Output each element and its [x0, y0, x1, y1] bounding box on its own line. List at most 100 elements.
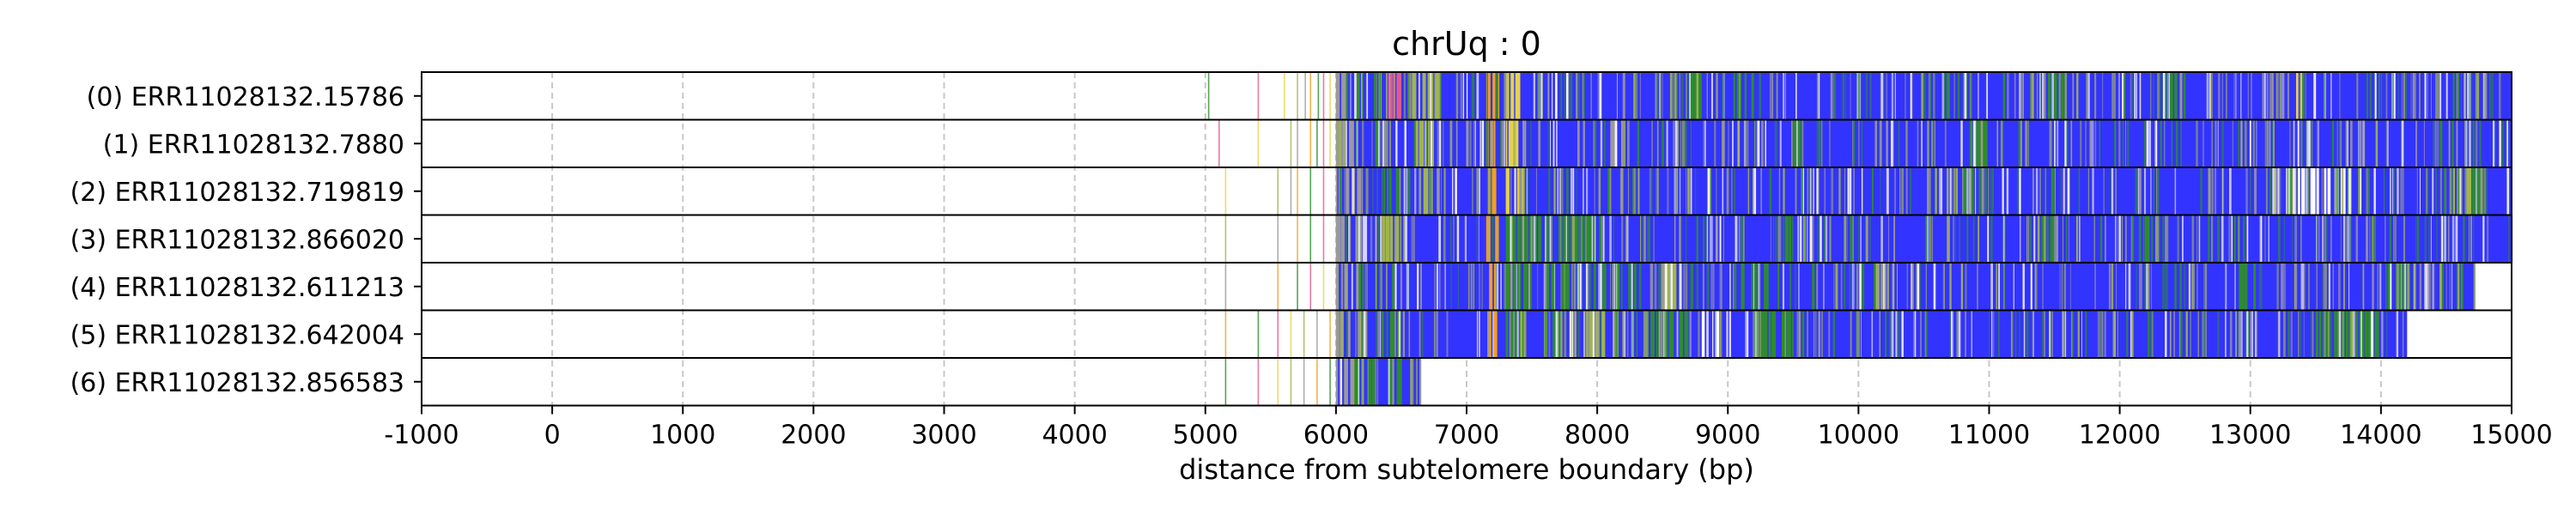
texture-stripe [1367, 167, 1369, 215]
texture-stripe [2402, 119, 2404, 167]
feature-segment [2365, 310, 2368, 358]
texture-stripe [1585, 310, 1588, 358]
texture-stripe [2378, 72, 2380, 120]
y-tick-label: (5) ERR11028132.642004 [70, 320, 404, 350]
texture-stripe [2097, 310, 2099, 358]
sparse-mark [1290, 310, 1292, 358]
texture-stripe [1574, 310, 1576, 358]
texture-stripe [2464, 72, 2466, 120]
texture-stripe [1662, 263, 1666, 311]
texture-stripe [2380, 310, 2383, 358]
texture-stripe [1894, 167, 1897, 215]
texture-stripe [2269, 119, 2271, 167]
texture-stripe [2476, 72, 2479, 120]
texture-stripe [1476, 72, 1479, 120]
texture-stripe [1524, 119, 1527, 167]
texture-stripe [1931, 215, 1934, 263]
texture-stripe [2221, 119, 2224, 167]
texture-stripe [1680, 119, 1682, 167]
texture-stripe [2321, 167, 2323, 215]
feature-segment [1614, 263, 1620, 311]
texture-stripe [1479, 263, 1480, 311]
texture-stripe [1526, 167, 1528, 215]
texture-stripe [1929, 167, 1931, 215]
texture-stripe [2262, 72, 2264, 120]
feature-segment [1487, 72, 1491, 120]
texture-stripe [1601, 215, 1603, 263]
texture-stripe [2486, 215, 2489, 263]
texture-stripe [1736, 215, 1738, 263]
texture-stripe [2044, 72, 2046, 120]
texture-stripe [1600, 119, 1603, 167]
texture-stripe [1862, 167, 1864, 215]
texture-stripe [2076, 215, 2078, 263]
texture-stripe [1666, 119, 1668, 167]
texture-stripe [2386, 310, 2388, 358]
sparse-mark [1317, 72, 1320, 120]
texture-stripe [1674, 119, 1678, 167]
feature-segment [1389, 215, 1394, 263]
texture-stripe [2111, 167, 2114, 215]
texture-stripe [2341, 310, 2343, 358]
texture-stripe [1947, 215, 1950, 263]
texture-stripe [1354, 72, 1357, 120]
sparse-mark [1297, 215, 1298, 263]
texture-stripe [2085, 310, 2087, 358]
texture-stripe [1801, 119, 1804, 167]
texture-stripe [2156, 167, 2158, 215]
texture-stripe [1850, 72, 1851, 120]
texture-stripe [1707, 167, 1709, 215]
texture-stripe [1417, 263, 1419, 311]
texture-stripe [2499, 119, 2501, 167]
texture-stripe [1734, 263, 1737, 311]
texture-stripe [1707, 167, 1710, 215]
texture-stripe [1377, 215, 1379, 263]
texture-stripe [1782, 310, 1785, 358]
texture-stripe [1548, 310, 1551, 358]
feature-segment [1358, 215, 1363, 263]
sparse-mark [1309, 263, 1312, 311]
texture-stripe [2366, 215, 2368, 263]
texture-stripe [1399, 310, 1401, 358]
texture-stripe [1739, 72, 1741, 120]
texture-stripe [1489, 167, 1491, 215]
x-tick-label: 9000 [1695, 421, 1760, 451]
texture-stripe [1981, 167, 1984, 215]
texture-stripe [2447, 215, 2450, 263]
feature-segment [1412, 72, 1417, 120]
texture-stripe [2260, 263, 2263, 311]
feature-segment [1493, 119, 1496, 167]
texture-stripe [2387, 119, 2389, 167]
texture-stripe [1943, 263, 1945, 311]
texture-stripe [1872, 167, 1874, 215]
texture-stripe [2439, 167, 2442, 215]
texture-stripe [1604, 215, 1606, 263]
texture-stripe [1722, 119, 1725, 167]
texture-stripe [1986, 72, 1988, 120]
sparse-mark [1316, 358, 1318, 406]
texture-stripe [1895, 310, 1898, 358]
texture-stripe [1906, 263, 1908, 311]
feature-segment [2168, 72, 2173, 120]
feature-segment [1793, 119, 1797, 167]
texture-stripe [2114, 119, 2117, 167]
texture-stripe [2258, 263, 2261, 311]
texture-stripe [1886, 119, 1888, 167]
texture-stripe [1849, 263, 1851, 311]
texture-stripe [2118, 119, 2121, 167]
texture-stripe [2100, 310, 2104, 358]
texture-stripe [1683, 263, 1686, 311]
texture-stripe [1492, 310, 1494, 358]
texture-stripe [1583, 119, 1585, 167]
texture-stripe [1944, 119, 1947, 167]
texture-stripe [2115, 167, 2117, 215]
texture-stripe [1473, 263, 1474, 311]
texture-stripe [1971, 310, 1972, 358]
feature-segment [1396, 358, 1401, 406]
texture-stripe [1643, 215, 1646, 263]
texture-stripe [2397, 310, 2399, 358]
texture-stripe [2217, 215, 2220, 263]
texture-stripe [1658, 310, 1661, 358]
texture-stripe [2129, 72, 2131, 120]
feature-segment [1784, 215, 1789, 263]
